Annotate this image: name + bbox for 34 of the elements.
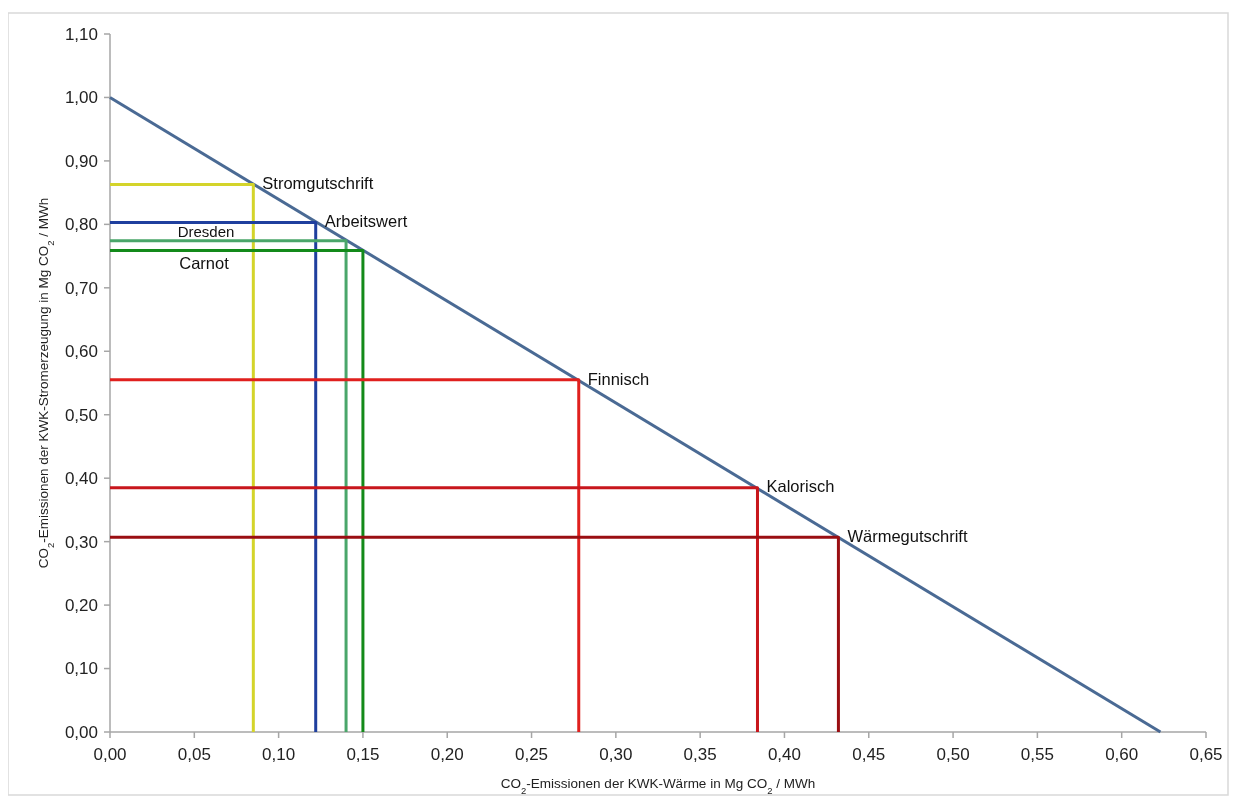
series-label: Carnot <box>179 254 230 273</box>
x-tick-label: 0,65 <box>1189 745 1223 764</box>
x-tick-label: 0,50 <box>936 745 970 764</box>
y-tick-label: 0,30 <box>64 532 98 552</box>
y-tick-label: 0,90 <box>64 151 98 171</box>
series-label: Arbeitswert <box>324 212 408 231</box>
series-label: Kalorisch <box>766 477 835 496</box>
y-tick-label: 0,80 <box>64 215 98 235</box>
x-tick-label: 0,45 <box>852 745 886 764</box>
x-tick-label: 0,55 <box>1020 745 1054 764</box>
y-tick-label: 0,70 <box>64 278 98 298</box>
y-tick-label: 1,00 <box>64 88 98 108</box>
x-axis-title: CO$_{2}$-Emissionen der KWK-Wärme in Mg CO$_{2}$ / MWh <box>500 776 816 796</box>
x-tick-label: 0,05 <box>177 745 211 764</box>
x-tick-label: 0,25 <box>514 745 549 764</box>
series-label: Finnisch <box>587 369 650 388</box>
x-tick-label: 0,60 <box>1105 745 1139 764</box>
series-label: Stromgutschrift <box>262 174 374 193</box>
y-tick-label: 0,60 <box>64 342 98 362</box>
y-tick-label: 0,10 <box>64 659 98 679</box>
x-tick-label: 0,15 <box>346 745 380 764</box>
y-tick-label: 0,50 <box>64 405 98 425</box>
x-tick-label: 0,00 <box>93 745 127 764</box>
series-label: Wärmegutschrift <box>847 526 968 545</box>
x-tick-label: 0,10 <box>262 745 296 764</box>
series-label: Dresden <box>177 222 235 240</box>
y-tick-label: 1,10 <box>64 24 98 44</box>
x-tick-label: 0,35 <box>683 745 717 764</box>
x-tick-label: 0,40 <box>767 745 802 764</box>
y-tick-label: 0,00 <box>64 722 98 742</box>
y-tick-label: 0,20 <box>64 596 98 616</box>
x-tick-label: 0,30 <box>599 745 633 764</box>
x-tick-label: 0,20 <box>430 745 464 764</box>
y-tick-label: 0,40 <box>64 469 98 489</box>
